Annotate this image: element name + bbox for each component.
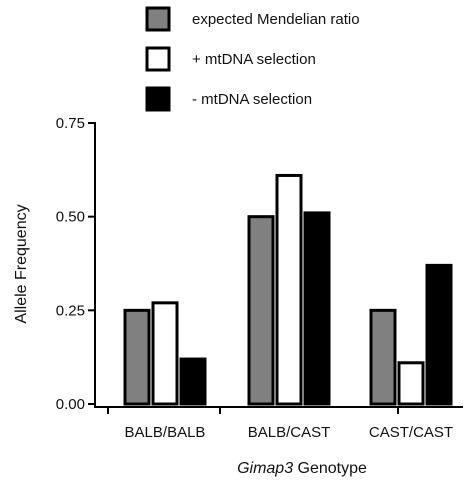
legend-label-1: expected Mendelian ratio bbox=[192, 11, 360, 28]
bar-2-balb-balb bbox=[151, 301, 179, 406]
x-axis: BALB/BALB BALB/CAST CAST/CAST bbox=[95, 406, 463, 441]
y-tick-label: 0.50 bbox=[56, 209, 85, 226]
bar-3-balb-balb bbox=[179, 357, 207, 406]
legend-label-2: + mtDNA selection bbox=[192, 51, 316, 68]
x-axis-title-gene: Gimap3 bbox=[237, 460, 293, 477]
y-tick-label: 0.00 bbox=[56, 396, 85, 413]
bar-3-balb-cast bbox=[303, 211, 331, 406]
bar-2-cast-cast bbox=[397, 361, 425, 406]
legend-label-3: - mtDNA selection bbox=[192, 91, 312, 108]
bar-1-cast-cast bbox=[369, 308, 397, 406]
bars bbox=[123, 173, 453, 406]
legend-swatch-3 bbox=[145, 86, 171, 112]
x-tick-label: BALB/CAST bbox=[248, 424, 331, 441]
legend-swatch-1 bbox=[145, 6, 171, 32]
x-tick-label: CAST/CAST bbox=[369, 424, 453, 441]
bar-3-cast-cast bbox=[425, 263, 453, 406]
y-tick-label: 0.25 bbox=[56, 302, 85, 319]
x-tick-label: BALB/BALB bbox=[125, 424, 206, 441]
y-axis-title: Allele Frequency bbox=[13, 204, 30, 323]
legend-swatch-2 bbox=[145, 46, 171, 72]
bar-1-balb-cast bbox=[247, 215, 275, 406]
x-axis-title: Gimap3 Genotype bbox=[237, 460, 367, 477]
bar-1-balb-balb bbox=[123, 308, 151, 406]
x-axis-title-rest: Genotype bbox=[293, 460, 367, 477]
y-axis: 0.00 0.25 0.50 0.75 bbox=[56, 115, 96, 413]
legend: expected Mendelian ratio + mtDNA selectio… bbox=[145, 6, 360, 112]
y-tick-label: 0.75 bbox=[56, 115, 85, 132]
bar-2-balb-cast bbox=[275, 173, 303, 406]
